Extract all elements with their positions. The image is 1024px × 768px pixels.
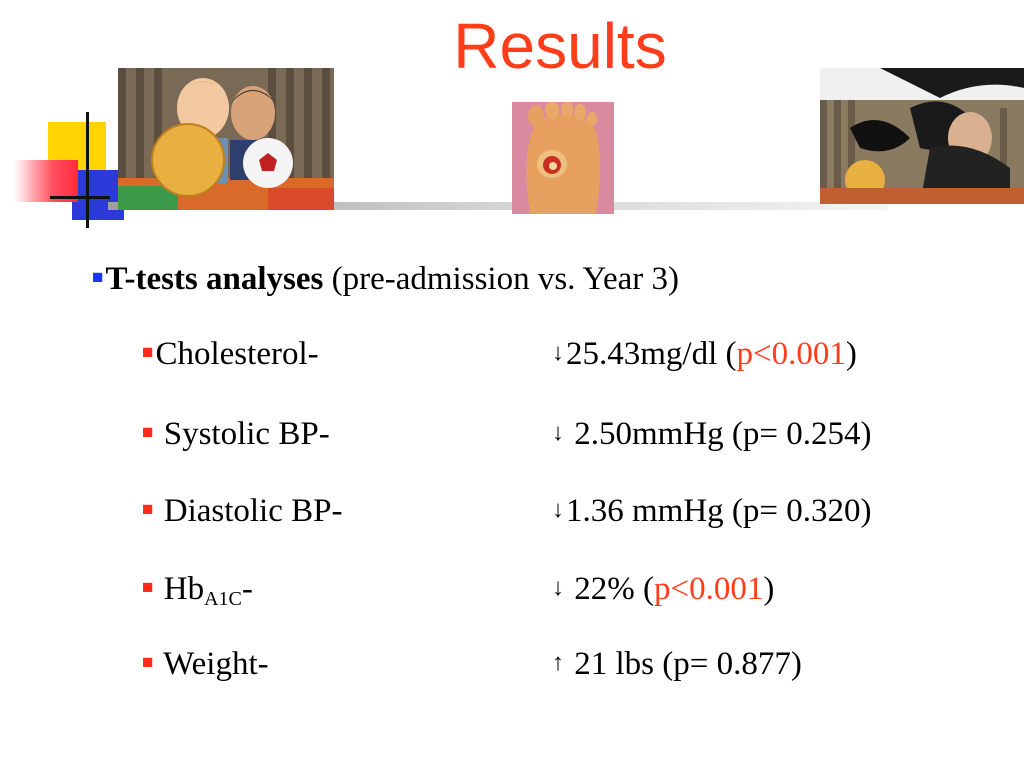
deco-vertical-line xyxy=(86,112,89,228)
heading-line: ■T-tests analyses (pre-admission vs. Yea… xyxy=(92,260,679,300)
arrow-down-icon: ↓ xyxy=(552,497,564,523)
item-value: ↓ 22% (p<0.001) xyxy=(552,571,775,607)
result-item-diastolic: ■ Diastolic BP- ↓1.36 mmHg (p= 0.320) xyxy=(142,492,872,536)
heading-bold: T-tests analyses xyxy=(105,261,324,297)
arrow-down-icon: ↓ xyxy=(552,340,564,366)
item-value: ↓25.43mg/dl (p<0.001) xyxy=(552,336,857,372)
result-item-systolic: ■ Systolic BP- ↓ 2.50mmHg (p= 0.254) xyxy=(142,415,872,459)
title-rule xyxy=(108,202,888,210)
p-value-significant: p<0.001 xyxy=(736,336,846,372)
deco-horizontal-line xyxy=(50,196,110,199)
item-label: HbA1C- xyxy=(163,571,253,610)
square-bullet-icon: ■ xyxy=(142,577,154,598)
foot-ulcer-photo xyxy=(512,102,614,214)
arrow-down-icon: ↓ xyxy=(552,575,564,601)
item-value: ↑ 21 lbs (p= 0.877) xyxy=(552,646,802,682)
p-value-significant: p<0.001 xyxy=(653,571,764,607)
result-item-cholesterol: ■Cholesterol- ↓25.43mg/dl (p<0.001) xyxy=(142,335,862,379)
item-label: Weight- xyxy=(163,646,269,682)
deco-blue-square xyxy=(72,170,124,220)
item-label: Cholesterol- xyxy=(155,336,319,372)
square-bullet-icon: ■ xyxy=(142,422,154,443)
result-item-hba1c: ■ HbA1C- ↓ 22% (p<0.001) xyxy=(142,570,862,614)
arrow-down-icon: ↓ xyxy=(552,420,564,446)
arrow-up-icon: ↑ xyxy=(552,650,564,676)
result-item-weight: ■ Weight- ↑ 21 lbs (p= 0.877) xyxy=(142,645,862,689)
square-bullet-icon: ■ xyxy=(142,499,154,520)
item-label: Systolic BP- xyxy=(163,416,330,452)
children-playing-photo xyxy=(820,68,1024,204)
square-bullet-icon: ■ xyxy=(142,342,154,363)
item-value: ↓1.36 mmHg (p= 0.320) xyxy=(552,493,872,529)
deco-red-square xyxy=(14,160,78,202)
square-bullet-icon: ■ xyxy=(92,267,104,288)
item-label: Diastolic BP- xyxy=(163,493,343,529)
heading-rest: (pre-admission vs. Year 3) xyxy=(323,261,679,297)
children-with-balls-photo xyxy=(118,68,334,210)
square-bullet-icon: ■ xyxy=(142,652,154,673)
item-value: ↓ 2.50mmHg (p= 0.254) xyxy=(552,416,872,452)
slide-title: Results xyxy=(453,10,667,82)
